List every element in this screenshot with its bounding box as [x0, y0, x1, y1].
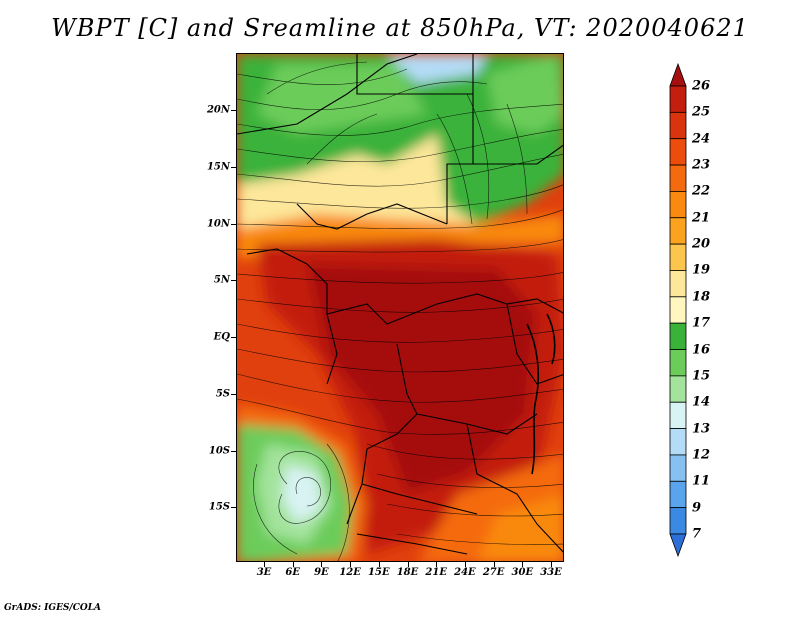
lon-tick: [436, 562, 438, 567]
lon-tick: [292, 562, 294, 567]
temperature-shading: [237, 54, 563, 561]
colorbar-swatch: [669, 85, 687, 113]
lon-label: 30E: [511, 567, 534, 578]
lat-label: 5N: [213, 274, 230, 286]
lon-tick: [321, 562, 323, 567]
colorbar-label: 23: [692, 157, 711, 173]
lat-label: 15N: [206, 161, 230, 173]
colorbar-label: 22: [692, 183, 711, 199]
colorbar-label: 16: [692, 342, 711, 358]
lat-tick: [231, 280, 236, 282]
lat-tick: [231, 166, 236, 168]
lon-label: 15E: [368, 567, 390, 578]
colorbar-swatch: [669, 164, 687, 192]
colorbar-label: 12: [692, 447, 711, 463]
colorbar-swatch: [669, 243, 687, 271]
colorbar-label: 24: [692, 131, 711, 147]
lon-tick: [551, 562, 552, 567]
colorbar-label: 25: [692, 104, 711, 120]
lat-tick: [231, 450, 236, 452]
colorbar-label: 14: [692, 394, 711, 410]
colorbar-label: 21: [692, 210, 711, 226]
lon-label: 27E: [482, 567, 505, 578]
colorbar-swatch: [669, 270, 687, 298]
lat-tick: [231, 507, 236, 509]
colorbar-swatch: [669, 401, 687, 429]
lon-tick: [464, 562, 466, 567]
lat-label: 15S: [208, 501, 230, 513]
lon-tick: [264, 562, 265, 567]
colorbar-label: 13: [692, 421, 711, 437]
streamlines: [237, 61, 563, 561]
colorbar-bottom-arrow: [669, 533, 687, 558]
lat-label: EQ: [213, 331, 230, 343]
colorbar-label: 15: [692, 368, 711, 384]
colorbar-swatch: [669, 507, 687, 535]
lon-label: 24E: [454, 567, 476, 578]
colorbar-swatch: [669, 480, 687, 509]
colorbar-swatch: [669, 296, 687, 324]
country-borders: [237, 54, 563, 555]
lat-tick: [231, 223, 236, 225]
colorbar-swatch: [669, 191, 687, 219]
colorbar-swatch: [669, 111, 687, 140]
colorbar-label: 7: [692, 526, 702, 542]
lat-tick: [231, 110, 236, 111]
colorbar-top-arrow: [669, 62, 687, 87]
colorbar-label: 11: [692, 473, 711, 489]
colorbar-label: 9: [692, 500, 702, 516]
colorbar-swatch: [669, 375, 687, 403]
lat-label: 20N: [206, 104, 230, 116]
colorbar-label: 20: [692, 236, 711, 252]
lon-label: 33E: [540, 567, 562, 578]
lon-tick: [493, 562, 495, 567]
colorbar-label: 19: [692, 262, 711, 278]
lon-tick: [350, 562, 352, 567]
lon-label: 18E: [396, 567, 419, 578]
colorbar-label: 17: [692, 315, 711, 331]
colorbar-swatch: [669, 428, 687, 456]
lon-tick: [522, 562, 524, 567]
lat-tick: [231, 337, 236, 338]
colorbar-swatch: [669, 322, 687, 350]
lon-label: 9E: [314, 567, 329, 578]
colorbar-swatch: [669, 454, 687, 482]
map-title: WBPT [C] and Sreamline at 850hPa, VT: 20…: [51, 14, 749, 42]
lat-label: 10S: [208, 445, 230, 456]
wbpt-field: [237, 54, 563, 561]
lon-label: 12E: [339, 567, 361, 578]
lat-label: 5S: [215, 388, 230, 400]
lon-label: 3E: [256, 567, 272, 578]
lon-label: 21E: [425, 567, 447, 578]
lat-tick: [231, 393, 236, 395]
colorbar-label: 26: [692, 78, 711, 94]
colorbar-label: 18: [692, 289, 711, 305]
colorbar-swatch: [669, 138, 687, 166]
lakes-coastline: [526, 313, 556, 475]
lat-label: 10N: [206, 218, 230, 229]
lon-tick: [378, 562, 380, 567]
map-panel: [236, 53, 564, 562]
colorbar-swatch: [669, 349, 687, 377]
grads-credit: GrADS: IGES/COLA: [4, 603, 102, 613]
lon-label: 6E: [285, 567, 300, 578]
lon-tick: [407, 562, 409, 567]
colorbar-swatch: [669, 217, 687, 245]
